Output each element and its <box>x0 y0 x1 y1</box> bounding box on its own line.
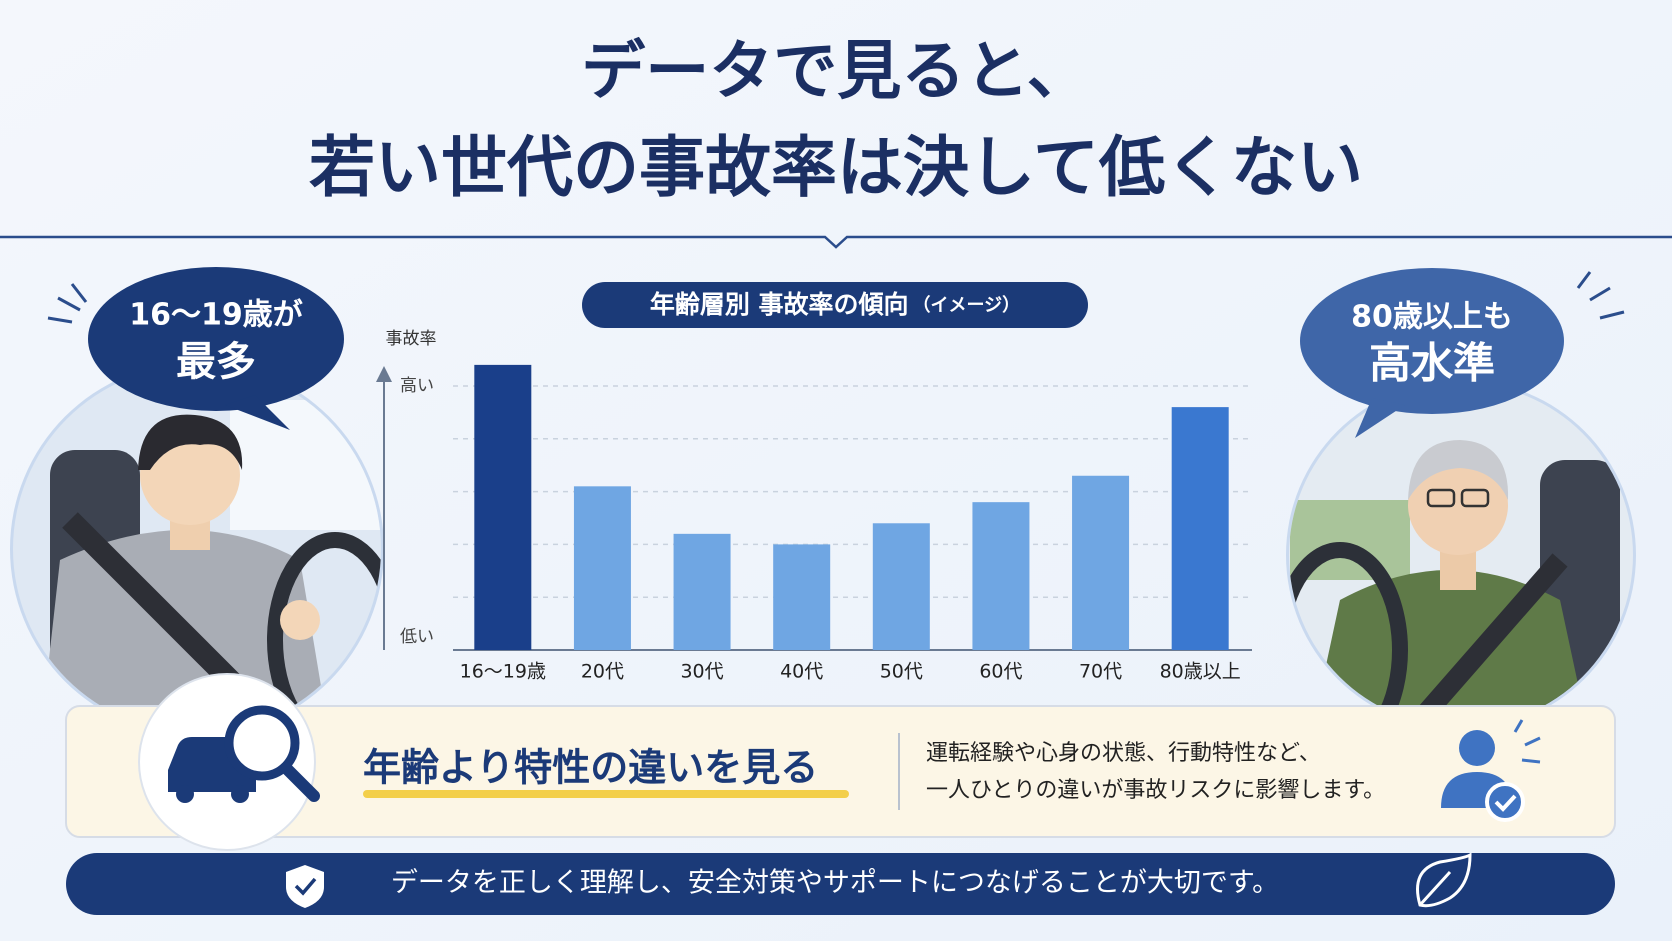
bubble-tail <box>1355 398 1405 438</box>
bar <box>673 533 731 650</box>
bar <box>972 502 1030 650</box>
speech-bubble <box>1300 268 1564 414</box>
chart-subtitle: （イメージ） <box>913 295 1021 316</box>
insight-text: 運転経験や心身の状態、行動特性など、 <box>926 741 1321 766</box>
senior-driver <box>1286 380 1636 730</box>
x-tick-label: 60代 <box>979 661 1022 683</box>
x-tick-label: 70代 <box>1079 661 1122 683</box>
bubble-tail <box>225 395 290 430</box>
title: 若い世代の事故率は決して低くない <box>309 129 1363 206</box>
bar <box>573 486 631 650</box>
insight-box <box>65 705 1616 838</box>
title-line: 若い世代の事故率は決して低くない <box>309 129 1363 206</box>
bar <box>474 364 532 650</box>
chart-title-text: 年齢層別 事故率の傾向 <box>650 290 909 319</box>
x-tick-label: 50代 <box>880 661 923 683</box>
insight-heading: 年齢より特性の違いを見る <box>363 746 818 790</box>
leaf-icon <box>1416 852 1472 908</box>
bubble-text: 最多 <box>176 339 256 385</box>
divider <box>0 235 1672 249</box>
chart-title: 年齢層別 事故率の傾向 （イメージ） <box>650 290 1020 319</box>
highlight <box>363 790 849 798</box>
young-driver <box>10 362 384 736</box>
x-tick-label: 20代 <box>581 661 624 683</box>
bar <box>773 544 831 650</box>
bubble-text: 16〜19歳が <box>129 298 303 333</box>
footer-bar <box>66 853 1615 915</box>
shield-icon <box>286 865 324 908</box>
footer-text: データを正しく理解し、安全対策やサポートにつなげることが大切です。 <box>391 868 1279 899</box>
title: データで見ると、 <box>581 35 1090 109</box>
x-tick-label: 80歳以上 <box>1160 661 1241 683</box>
accent-lines <box>47 283 88 324</box>
speech-bubble <box>88 267 344 411</box>
insight-text: 一人ひとりの違いが事故リスクに影響します。 <box>926 778 1385 803</box>
bubble-text: 高水準 <box>1369 339 1495 388</box>
title-line: データで見ると、 <box>581 35 1090 109</box>
accent-lines <box>1576 271 1625 320</box>
x-tick-label: 40代 <box>780 661 823 683</box>
y-axis-label: 事故率 <box>386 329 437 349</box>
bubble-text: 80歳以上も <box>1351 300 1513 335</box>
y-tick-label: 高い <box>400 376 434 396</box>
bar <box>872 523 930 650</box>
x-tick-label: 16〜19歳 <box>460 661 546 683</box>
magnifier-icon <box>138 673 320 851</box>
shield-check <box>294 877 317 896</box>
y-axis-arrow <box>376 366 392 382</box>
chart-title-pill <box>582 282 1088 328</box>
y-tick-label: 低い <box>400 627 434 647</box>
bar <box>1072 475 1130 650</box>
x-tick-label: 30代 <box>680 661 723 683</box>
person-check-icon <box>1441 719 1541 822</box>
bar <box>1171 407 1229 650</box>
